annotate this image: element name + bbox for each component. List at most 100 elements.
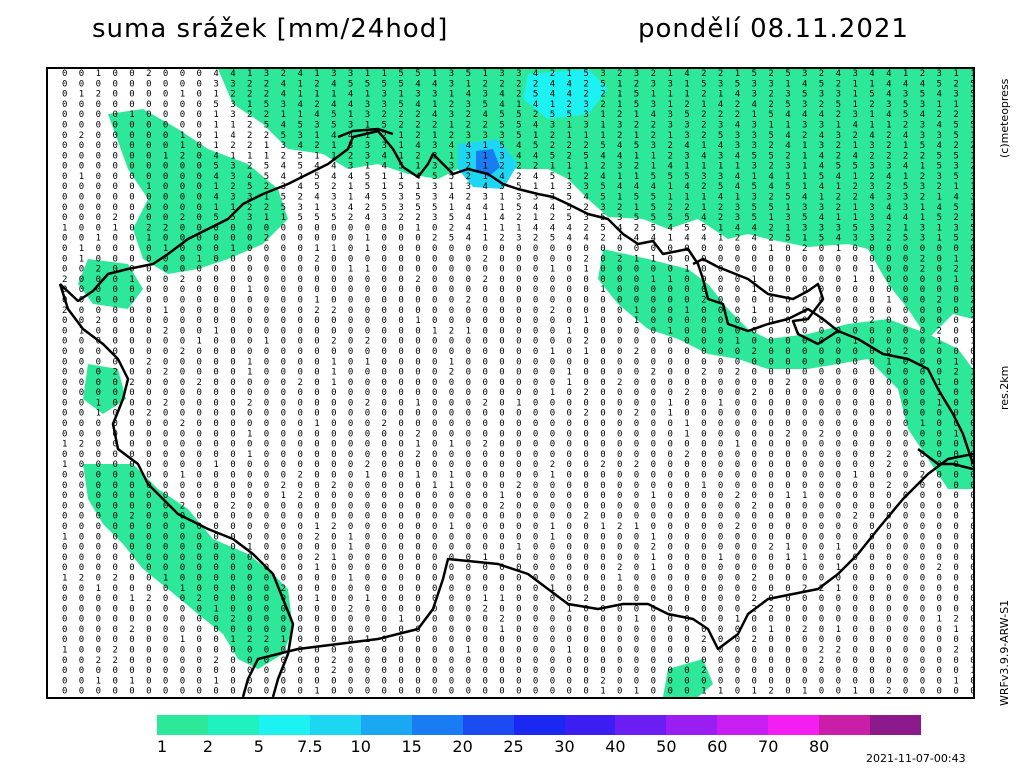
grid-value: 1	[853, 337, 858, 347]
grid-value: 0	[701, 357, 706, 367]
grid-value: 0	[483, 378, 488, 388]
grid-value: 0	[247, 625, 252, 635]
grid-value: 0	[113, 594, 118, 604]
grid-value: 1	[213, 141, 218, 151]
grid-value: 0	[264, 604, 269, 614]
grid-value: 0	[634, 471, 639, 481]
grid-value: 4	[886, 172, 891, 182]
grid-value: 0	[768, 316, 773, 326]
grid-value: 0	[264, 512, 269, 522]
grid-value: 0	[937, 656, 942, 666]
grid-value: 3	[247, 213, 252, 223]
grid-value: 0	[247, 646, 252, 656]
grid-value: 0	[651, 594, 656, 604]
grid-value: 0	[920, 604, 925, 614]
grid-value: 0	[903, 378, 908, 388]
grid-value: 0	[970, 594, 973, 604]
grid-value: 5	[752, 203, 757, 213]
grid-value: 1	[247, 543, 252, 553]
grid-value: 0	[499, 429, 504, 439]
grid-value: 0	[62, 172, 67, 182]
grid-value: 0	[853, 543, 858, 553]
grid-value: 0	[550, 275, 555, 285]
grid-value: 0	[634, 368, 639, 378]
grid-value: 0	[331, 316, 336, 326]
grid-value: 0	[701, 553, 706, 563]
grid-value: 0	[953, 398, 958, 408]
grid-value: 5	[264, 100, 269, 110]
copyright-label: (c)meteopress	[998, 79, 1011, 158]
grid-value: 0	[264, 409, 269, 419]
grid-value: 4	[651, 110, 656, 120]
grid-value: 1	[79, 244, 84, 254]
grid-value: 0	[281, 234, 286, 244]
grid-value: 0	[79, 604, 84, 614]
grid-value: 0	[197, 306, 202, 316]
grid-value: 2	[180, 275, 185, 285]
grid-value: 0	[466, 522, 471, 532]
grid-value: 0	[348, 656, 353, 666]
grid-value: 0	[819, 563, 824, 573]
grid-value: 0	[718, 625, 723, 635]
grid-value: 0	[197, 151, 202, 161]
grid-value: 0	[398, 471, 403, 481]
grid-value: 0	[79, 656, 84, 666]
grid-value: 0	[550, 574, 555, 584]
grid-value: 3	[668, 79, 673, 89]
grid-value: 0	[718, 440, 723, 450]
grid-value: 2	[920, 254, 925, 264]
grid-value: 0	[129, 193, 134, 203]
grid-value: 2	[617, 563, 622, 573]
grid-value: 0	[415, 604, 420, 614]
grid-value: 0	[466, 584, 471, 594]
grid-value: 0	[213, 532, 218, 542]
grid-value: 4	[331, 131, 336, 141]
grid-value: 0	[247, 234, 252, 244]
grid-value: 1	[718, 90, 723, 100]
grid-value: 0	[768, 501, 773, 511]
grid-value: 0	[701, 532, 706, 542]
grid-value: 0	[567, 398, 572, 408]
grid-value: 0	[398, 347, 403, 357]
grid-value: 1	[684, 90, 689, 100]
grid-value: 0	[718, 522, 723, 532]
grid-value: 0	[230, 676, 235, 686]
grid-value: 1	[550, 265, 555, 275]
grid-value: 0	[735, 501, 740, 511]
grid-value: 0	[432, 522, 437, 532]
grid-value: 0	[836, 471, 841, 481]
grid-value: 5	[684, 213, 689, 223]
grid-value: 2	[247, 141, 252, 151]
grid-value: 0	[79, 398, 84, 408]
grid-value: 0	[768, 471, 773, 481]
grid-value: 4	[768, 172, 773, 182]
grid-value: 1	[180, 131, 185, 141]
grid-value: 2	[281, 584, 286, 594]
grid-value: 1	[331, 553, 336, 563]
grid-value: 1	[937, 615, 942, 625]
grid-value: 5	[516, 203, 521, 213]
grid-value: 0	[735, 244, 740, 254]
grid-value: 0	[970, 398, 973, 408]
grid-value: 2	[617, 69, 622, 79]
grid-value: 0	[752, 553, 757, 563]
grid-value: 0	[197, 368, 202, 378]
grid-value: 0	[230, 687, 235, 697]
grid-value: 0	[382, 296, 387, 306]
legend-label: 10	[351, 737, 371, 756]
grid-value: 0	[819, 543, 824, 553]
grid-value: 0	[382, 460, 387, 470]
grid-value: 0	[365, 481, 370, 491]
grid-value: 4	[432, 79, 437, 89]
grid-value: 0	[853, 522, 858, 532]
grid-value: 4	[213, 172, 218, 182]
grid-value: 1	[937, 100, 942, 110]
grid-value: 0	[146, 460, 151, 470]
grid-value: 1	[96, 584, 101, 594]
grid-value: 0	[163, 429, 168, 439]
grid-value: 1	[516, 100, 521, 110]
grid-value: 0	[684, 460, 689, 470]
grid-value: 5	[382, 193, 387, 203]
grid-value: 0	[62, 368, 67, 378]
grid-value: 1	[853, 141, 858, 151]
